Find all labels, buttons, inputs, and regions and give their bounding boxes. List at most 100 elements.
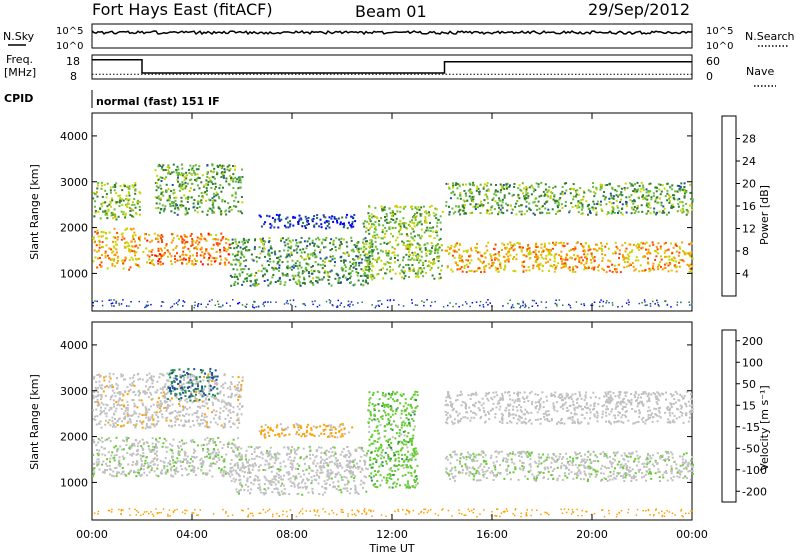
data-cell bbox=[152, 423, 155, 426]
data-cell bbox=[225, 177, 228, 180]
data-cell bbox=[211, 183, 214, 185]
data-cell bbox=[104, 250, 107, 253]
data-cell bbox=[449, 302, 451, 304]
data-cell bbox=[138, 412, 141, 415]
data-cell bbox=[215, 444, 217, 447]
data-cell bbox=[154, 169, 157, 172]
data-cell bbox=[134, 240, 136, 243]
data-cell bbox=[218, 416, 221, 419]
data-cell bbox=[238, 452, 241, 455]
data-cell bbox=[118, 391, 121, 394]
data-cell bbox=[168, 387, 171, 389]
data-cell bbox=[469, 212, 472, 215]
data-cell bbox=[121, 420, 124, 423]
data-cell bbox=[231, 238, 234, 241]
data-cell bbox=[148, 377, 151, 380]
data-cell bbox=[450, 268, 453, 271]
data-cell bbox=[655, 250, 658, 253]
data-cell bbox=[420, 255, 423, 258]
data-cell bbox=[220, 455, 223, 458]
data-cell bbox=[188, 390, 191, 392]
data-cell bbox=[207, 303, 209, 306]
data-cell bbox=[391, 268, 394, 271]
data-cell bbox=[272, 268, 275, 271]
data-cell bbox=[130, 384, 133, 387]
data-cell bbox=[411, 208, 414, 211]
data-cell bbox=[208, 198, 211, 201]
nsky-tick-top: 10^5 bbox=[56, 26, 83, 37]
data-cell bbox=[111, 213, 114, 216]
data-cell bbox=[131, 201, 134, 204]
data-cell bbox=[234, 191, 237, 194]
data-cell bbox=[188, 250, 191, 253]
data-cell bbox=[93, 463, 96, 465]
data-cell bbox=[332, 304, 334, 307]
data-cell bbox=[168, 460, 171, 463]
data-cell bbox=[254, 284, 257, 287]
data-cell bbox=[329, 249, 332, 252]
data-cell bbox=[199, 393, 202, 396]
data-cell bbox=[489, 253, 492, 256]
data-cell bbox=[212, 462, 215, 465]
data-cell bbox=[536, 255, 539, 258]
data-cell bbox=[527, 245, 529, 248]
data-cell bbox=[598, 264, 600, 267]
data-cell bbox=[179, 204, 182, 207]
data-cell bbox=[155, 411, 158, 414]
data-cell bbox=[457, 210, 460, 213]
data-cell bbox=[131, 464, 134, 466]
data-cell bbox=[607, 247, 610, 250]
data-cell bbox=[174, 374, 177, 377]
data-cell bbox=[171, 382, 173, 385]
data-cell bbox=[122, 412, 125, 415]
data-cell bbox=[123, 237, 126, 240]
data-cell bbox=[316, 217, 318, 219]
data-cell bbox=[637, 188, 640, 191]
data-cell bbox=[146, 379, 149, 382]
data-cell bbox=[400, 269, 403, 272]
data-cell bbox=[220, 469, 223, 472]
data-cell bbox=[112, 399, 115, 402]
data-cell bbox=[551, 208, 554, 211]
data-cell bbox=[292, 264, 295, 267]
data-cell bbox=[132, 227, 135, 230]
data-cell bbox=[288, 239, 291, 242]
data-cell bbox=[126, 400, 129, 403]
beam-title: Beam 01 bbox=[355, 2, 427, 21]
data-cell bbox=[111, 425, 114, 428]
data-cell bbox=[574, 271, 577, 273]
data-cell bbox=[648, 270, 651, 273]
data-cell bbox=[540, 243, 543, 246]
data-cell bbox=[224, 470, 227, 473]
data-cell bbox=[298, 283, 301, 286]
data-cell bbox=[412, 216, 415, 219]
data-cell bbox=[175, 415, 178, 418]
data-cell bbox=[462, 209, 465, 212]
data-cell bbox=[672, 206, 675, 208]
data-cell bbox=[621, 213, 624, 216]
data-cell bbox=[198, 187, 201, 190]
data-cell bbox=[374, 245, 377, 248]
data-cell bbox=[217, 303, 220, 305]
data-cell bbox=[194, 301, 196, 303]
data-cell bbox=[362, 222, 365, 225]
data-cell bbox=[189, 234, 192, 237]
data-cell bbox=[218, 262, 221, 265]
data-cell bbox=[590, 267, 593, 270]
data-cell bbox=[525, 186, 528, 189]
data-cell bbox=[418, 254, 421, 257]
data-cell bbox=[168, 424, 170, 427]
data-cell bbox=[185, 240, 188, 243]
data-cell bbox=[148, 250, 151, 253]
data-cell bbox=[162, 169, 165, 172]
data-cell bbox=[115, 387, 118, 390]
data-cell bbox=[611, 187, 614, 189]
data-cell bbox=[137, 264, 140, 267]
data-cell bbox=[368, 217, 371, 220]
data-cell bbox=[686, 263, 689, 266]
data-cell bbox=[485, 301, 488, 304]
data-cell bbox=[177, 168, 180, 171]
data-cell bbox=[547, 195, 550, 198]
data-cell bbox=[678, 251, 681, 254]
data-cell bbox=[262, 237, 264, 240]
